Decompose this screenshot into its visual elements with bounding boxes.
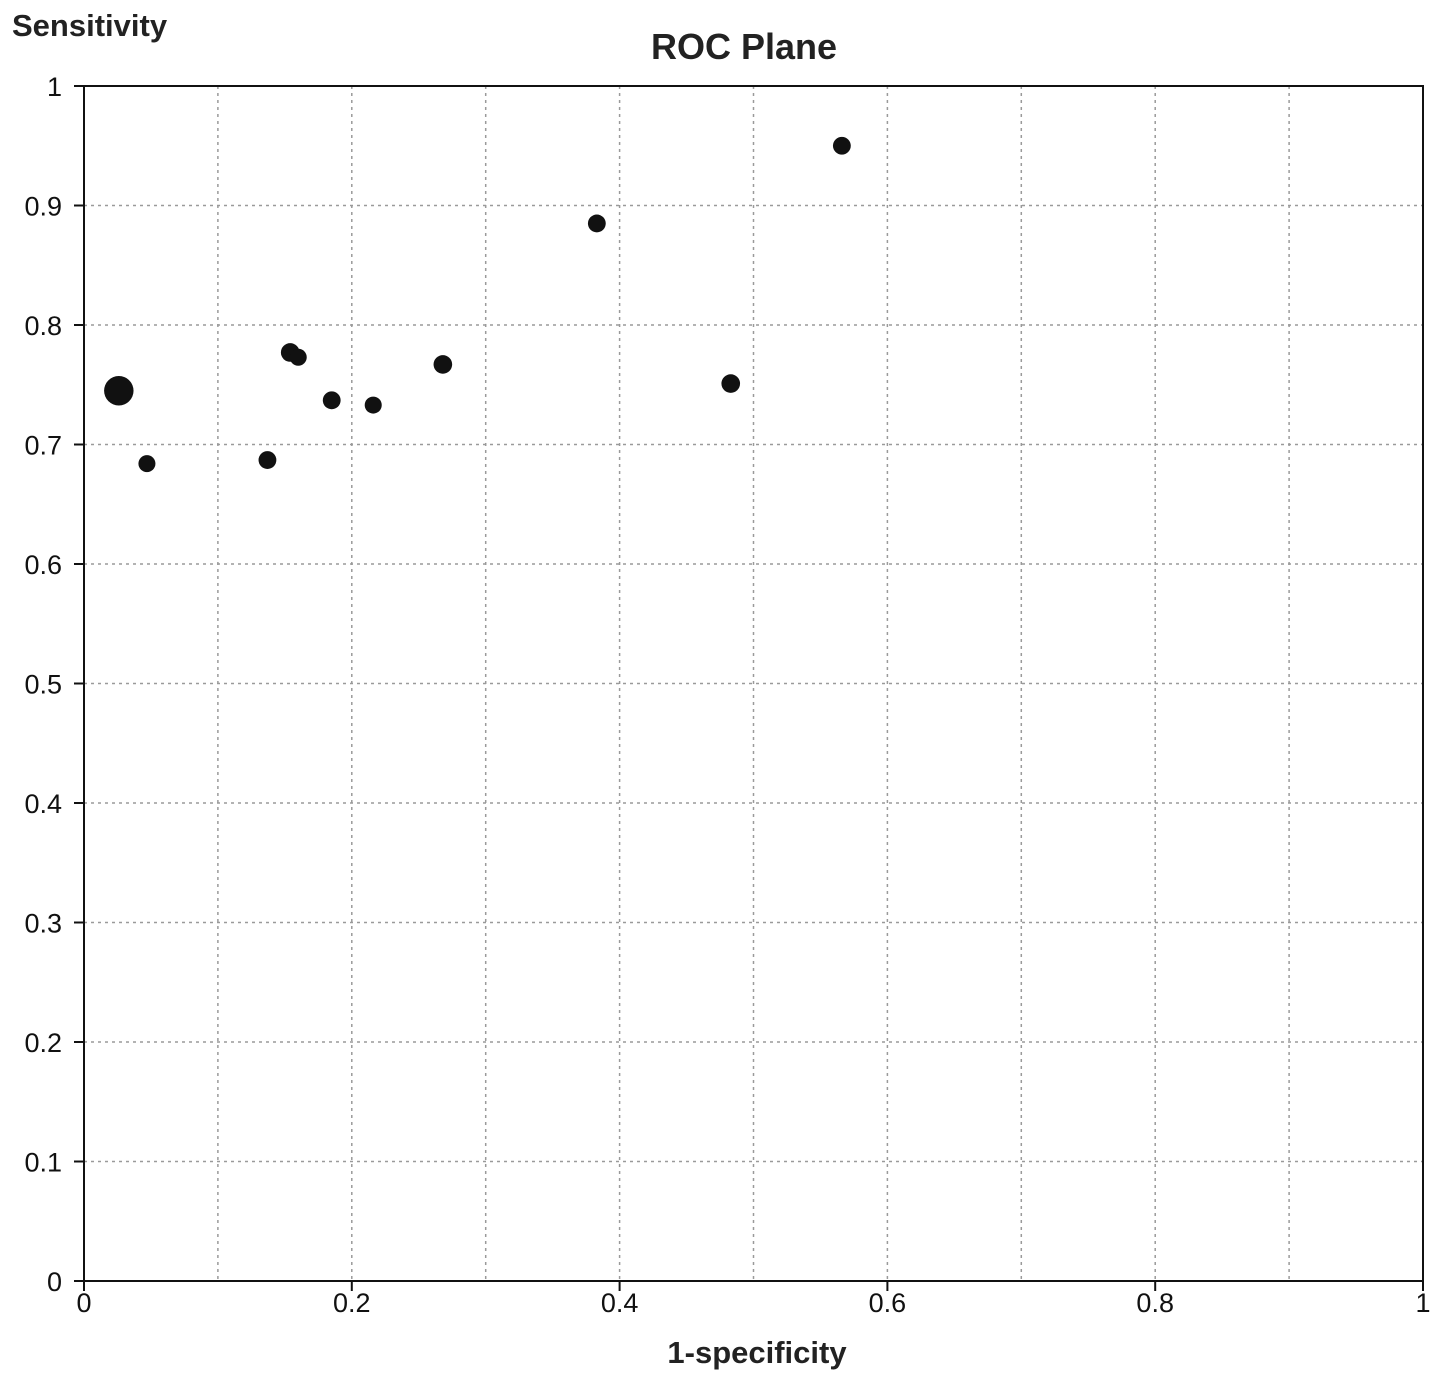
data-point [138,455,156,473]
data-point [322,391,341,410]
y-tick-label: 0 [47,1267,62,1297]
chart-title: ROC Plane [651,26,837,67]
x-tick-label: 0.4 [601,1288,639,1318]
data-point [721,374,741,393]
y-tick-label: 0.8 [24,311,62,341]
x-tick-label: 0.8 [1136,1288,1174,1318]
data-point [258,451,277,469]
data-points [104,136,851,473]
y-tick-label: 0.3 [24,909,62,939]
y-tick-label: 0.6 [24,550,62,580]
y-tick-label: 0.5 [24,670,62,700]
data-point [433,355,453,374]
grid-lines [84,86,1423,1281]
data-point [832,136,851,155]
y-axis-label: Sensitivity [12,8,168,43]
data-point [289,348,307,366]
y-tick-label: 0.1 [24,1148,62,1178]
x-tick-label: 0.2 [333,1288,371,1318]
y-tick-label: 0.4 [24,789,62,819]
plot-frame [83,85,1424,1282]
data-point [364,396,382,414]
axis-ticks: 0 0.1 0.2 0.3 0.4 0.5 0.6 0.7 0.8 0.9 1 0 0.2 0.4 0.6 0… [24,72,1430,1318]
y-tick-label: 0.9 [24,192,62,222]
x-tick-label: 0.6 [869,1288,907,1318]
y-tick-label: 1 [47,72,62,102]
y-tick-label: 0.7 [24,431,62,461]
x-tick-label: 1 [1415,1288,1430,1318]
data-point [104,376,134,406]
x-tick-label: 0 [76,1288,91,1318]
data-point [587,214,606,233]
y-tick-label: 0.2 [24,1028,62,1058]
x-axis-label: 1-specificity [667,1335,847,1370]
